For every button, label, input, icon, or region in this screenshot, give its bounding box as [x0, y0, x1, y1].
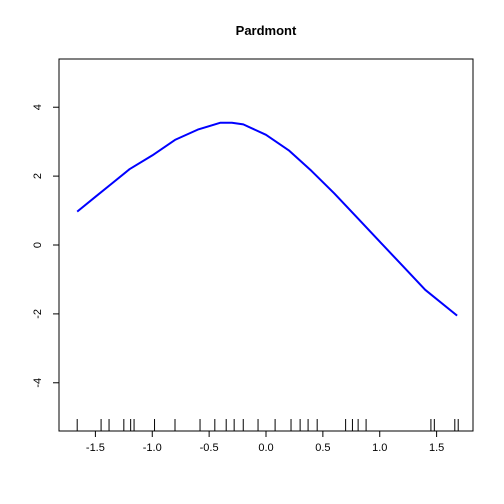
series-line — [76, 121, 458, 317]
x-tick-label: 1.5 — [429, 442, 444, 454]
x-tick-label: -0.5 — [200, 442, 219, 454]
x-tick-label: -1.5 — [86, 442, 105, 454]
series-group — [76, 121, 458, 317]
x-tick-label: 0.5 — [315, 442, 330, 454]
y-tick-label: -4 — [32, 378, 44, 388]
x-axis: -1.5 -1.0 -0.5 0.0 0.5 1.0 1.5 — [86, 430, 444, 454]
x-tick-label: 1.0 — [372, 442, 387, 454]
y-tick-label: 4 — [32, 104, 44, 110]
plot-frame — [58, 58, 474, 432]
rug-marks — [76, 419, 459, 431]
y-tick-label: -2 — [32, 309, 44, 319]
y-axis: -4 -2 0 2 4 — [32, 104, 60, 388]
chart-title: Pardmont — [236, 23, 297, 38]
x-tick-label: 0.0 — [258, 442, 273, 454]
y-tick-label: 2 — [32, 173, 44, 179]
y-tick-label: 0 — [32, 242, 44, 248]
x-tick-label: -1.0 — [143, 442, 162, 454]
